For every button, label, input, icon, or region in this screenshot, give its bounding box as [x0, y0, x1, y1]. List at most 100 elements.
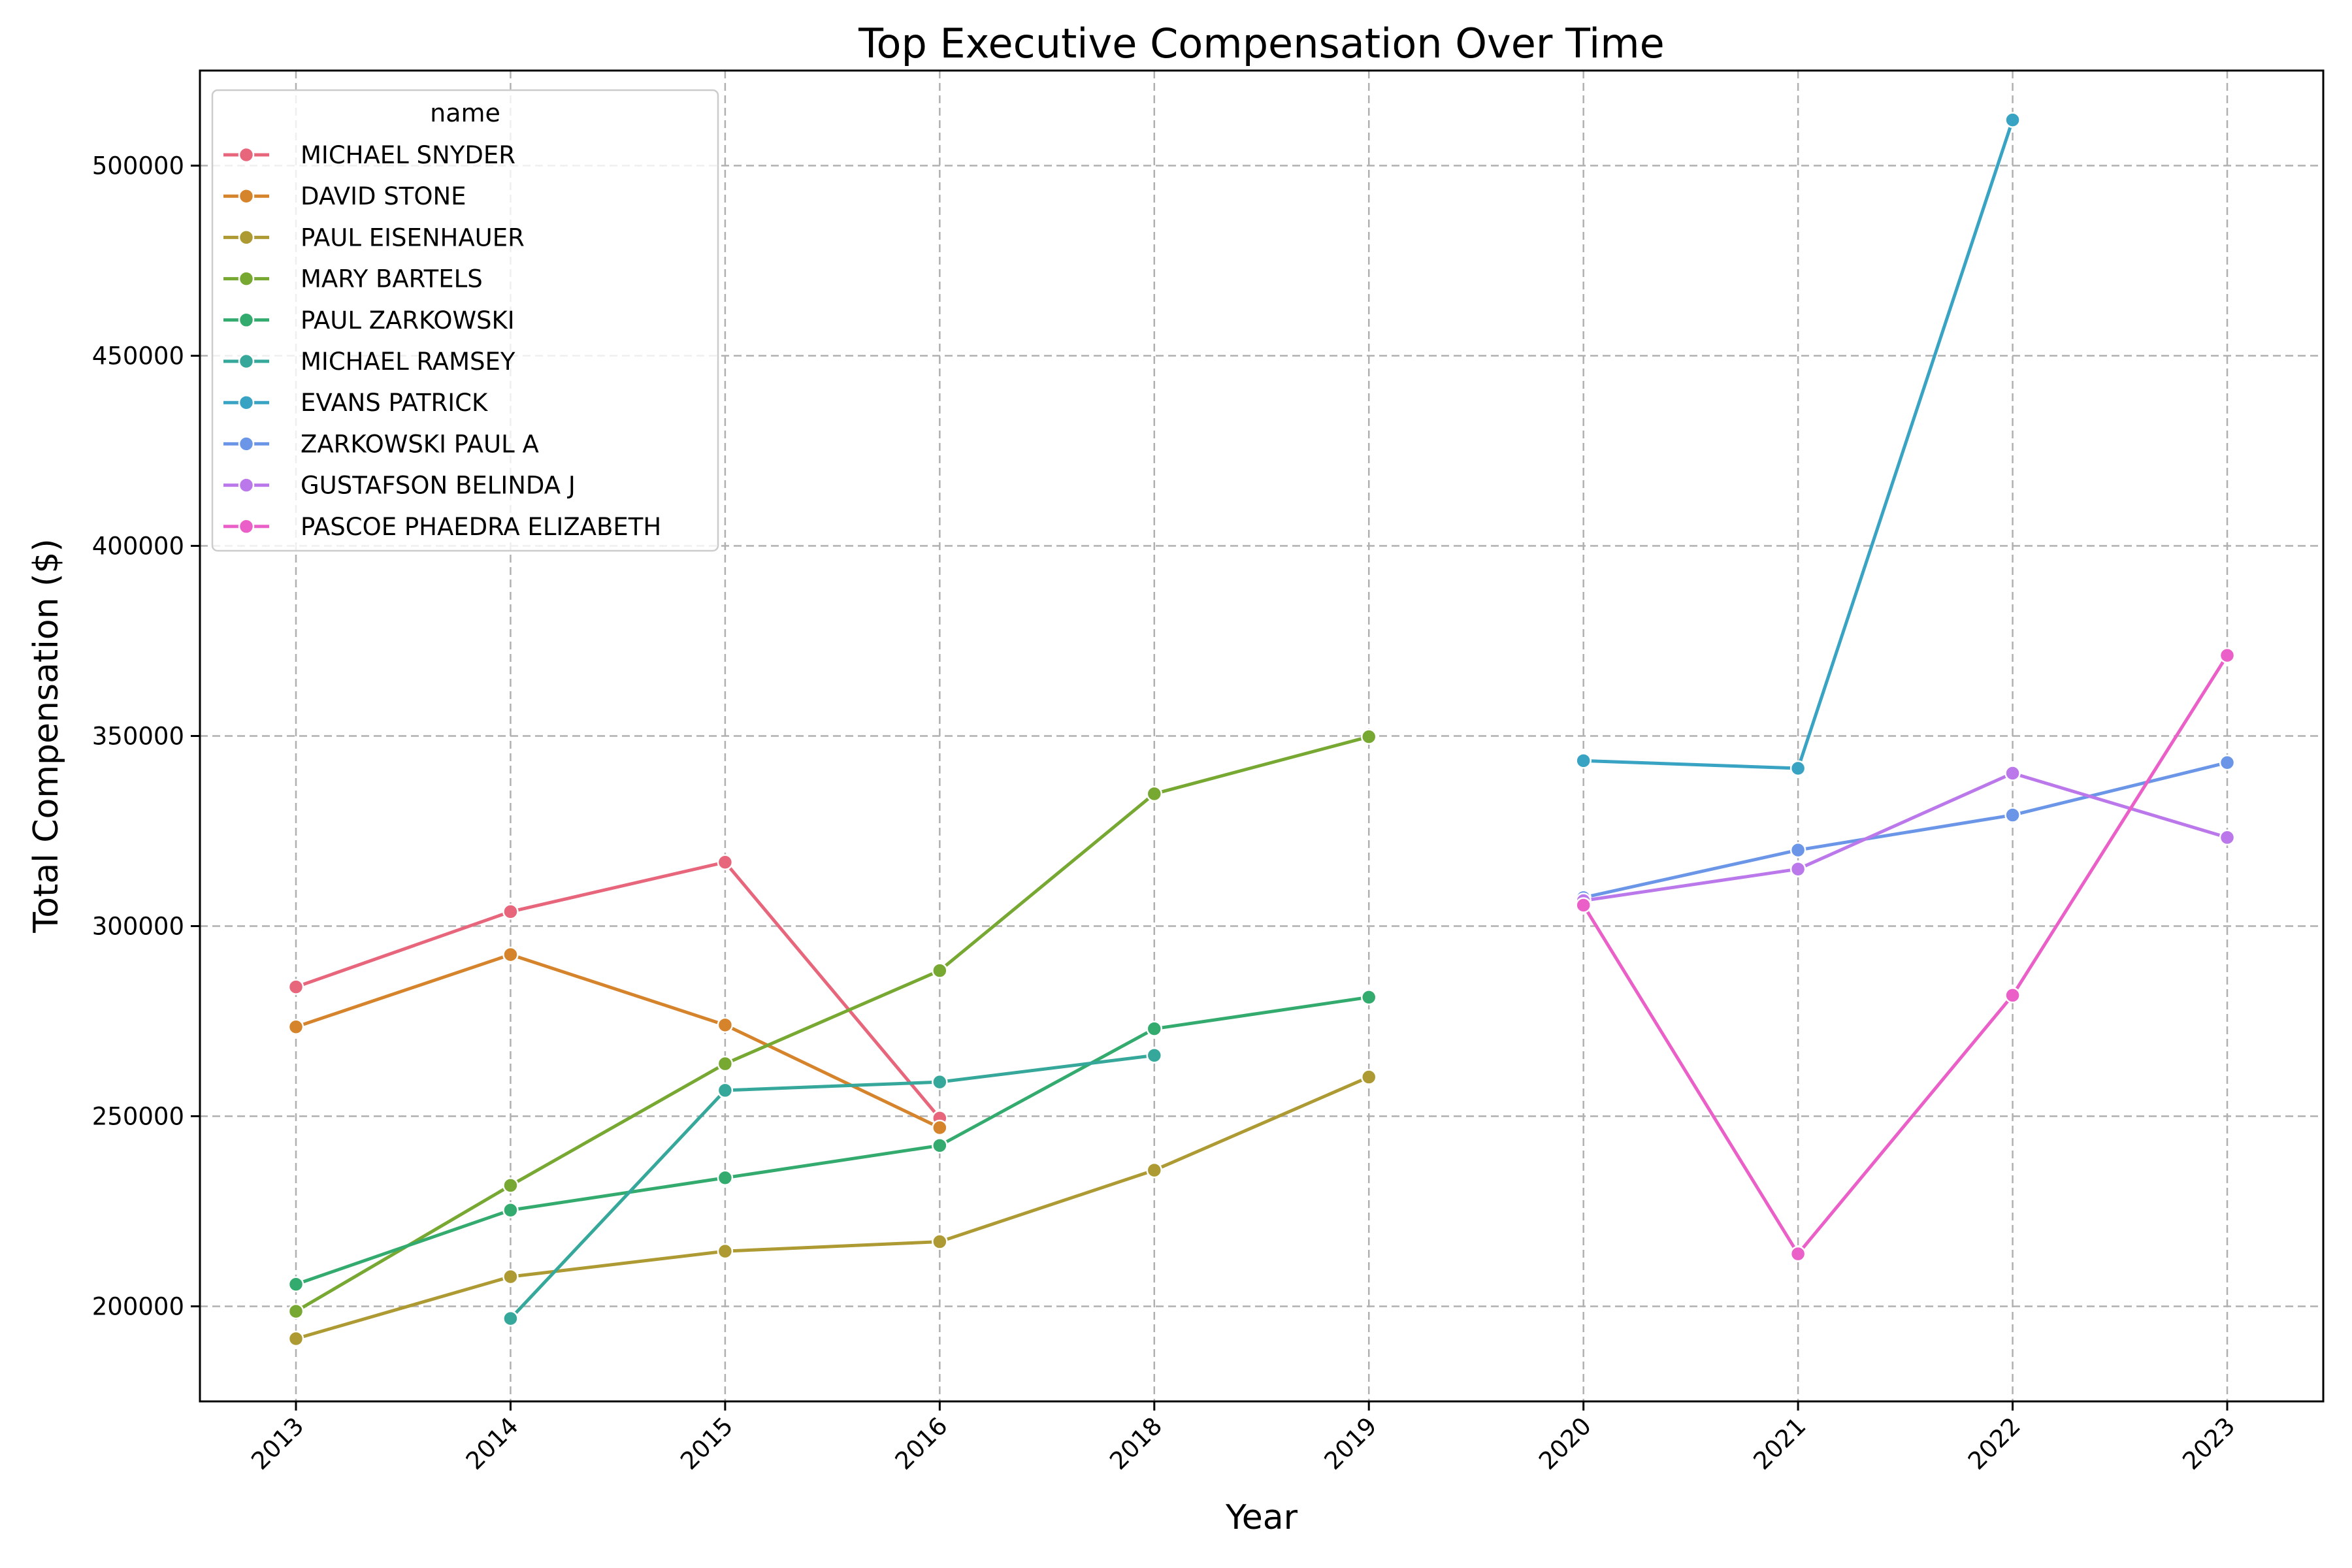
data-point [717, 854, 734, 870]
data-point [502, 1202, 519, 1218]
legend-swatch-marker [238, 436, 255, 452]
legend-swatch-marker [238, 188, 255, 204]
legend-swatch-marker [238, 312, 255, 329]
series-line [294, 735, 1371, 1313]
data-point [2219, 647, 2236, 664]
data-point [502, 946, 519, 963]
series-david-stone [287, 946, 948, 1136]
data-point [1146, 1021, 1163, 1037]
data-point [717, 1169, 734, 1186]
series-evans-patrick [1575, 112, 2021, 777]
data-point [287, 979, 304, 995]
legend-item: PAUL EISENHAUER [223, 223, 525, 252]
series-mary-bartels [287, 728, 1377, 1320]
legend-swatch-marker [238, 477, 255, 493]
data-point [932, 1137, 948, 1154]
data-point [1146, 1162, 1163, 1179]
legend-label: PAUL EISENHAUER [301, 223, 525, 252]
y-tick-label: 300000 [92, 913, 184, 941]
legend-label: PASCOE PHAEDRA ELIZABETH [301, 513, 661, 541]
data-point [287, 1303, 304, 1320]
legend-swatch-marker [238, 229, 255, 246]
data-point [1789, 841, 1806, 858]
series-line [1582, 772, 2229, 903]
legend-label: ZARKOWSKI PAUL A [301, 430, 539, 458]
data-point [502, 904, 519, 920]
data-point [287, 1330, 304, 1347]
data-point [932, 1233, 948, 1250]
series-line [294, 995, 1371, 1286]
data-point [1789, 860, 1806, 877]
y-tick-label: 400000 [92, 532, 184, 561]
data-point [287, 1019, 304, 1035]
data-point [2004, 765, 2021, 781]
legend-label: MICHAEL RAMSEY [301, 348, 515, 376]
legend-label: PAUL ZARKOWSKI [301, 306, 515, 335]
legend-item: MICHAEL RAMSEY [223, 348, 515, 376]
y-axis-ticks: 200000 250000 300000 350000 400000 450000 5000… [92, 152, 200, 1321]
series-line [1582, 653, 2229, 1256]
legend-item: EVANS PATRICK [223, 389, 489, 417]
legend: name MICHAEL SNYDER DAVID STONE PAUL EISEN… [211, 89, 719, 552]
series-line [294, 953, 941, 1130]
data-point [502, 1268, 519, 1285]
legend-item: GUSTAFSON BELINDA J [223, 472, 576, 500]
legend-item: PASCOE PHAEDRA ELIZABETH [223, 513, 661, 541]
series-michael-snyder [287, 854, 948, 1126]
series-paul-zarkowski [287, 989, 1377, 1292]
legend-swatch-marker [238, 353, 255, 370]
data-point [932, 1119, 948, 1136]
data-point [1789, 1245, 1806, 1262]
x-axis-label: Year [1225, 1498, 1298, 1537]
series-line [294, 860, 941, 1120]
data-point [1789, 760, 1806, 777]
legend-label: DAVID STONE [301, 182, 466, 210]
legend-label: MARY BARTELS [301, 265, 483, 293]
series-line [1582, 760, 2229, 900]
series-line [294, 1075, 1371, 1341]
series-zarkowski-paul-a [1575, 754, 2236, 906]
series-pascoe-phaedra-elizabeth [1575, 647, 2236, 1262]
legend-label: EVANS PATRICK [301, 389, 489, 417]
y-tick-label: 250000 [92, 1103, 184, 1131]
data-point [1360, 728, 1377, 745]
data-point [502, 1310, 519, 1327]
y-tick-label: 500000 [92, 152, 184, 180]
y-axis-label: Total Compensation ($) [27, 538, 66, 933]
data-point [1360, 989, 1377, 1005]
legend-title: name [430, 99, 500, 127]
legend-item: DAVID STONE [223, 182, 466, 210]
data-point [2004, 987, 2021, 1004]
data-point [717, 1243, 734, 1260]
series-michael-ramsey [502, 1047, 1163, 1327]
legend-item: MICHAEL SNYDER [223, 141, 515, 169]
legend-box [211, 89, 719, 552]
data-point [1575, 897, 1592, 913]
data-point [717, 1017, 734, 1034]
data-point [2219, 829, 2236, 846]
data-point [1575, 753, 1592, 769]
y-tick-label: 200000 [92, 1293, 184, 1321]
legend-swatch-marker [238, 518, 255, 535]
legend-label: MICHAEL SNYDER [301, 141, 515, 169]
legend-swatch-marker [238, 394, 255, 411]
chart-title: Top Executive Compensation Over Time [858, 20, 1665, 67]
data-point [2219, 754, 2236, 771]
data-point [287, 1276, 304, 1292]
legend-item: ZARKOWSKI PAUL A [223, 430, 539, 458]
data-point [717, 1082, 734, 1099]
data-point [2004, 112, 2021, 128]
data-point [717, 1055, 734, 1072]
series-lines [287, 112, 2236, 1347]
data-point [2004, 807, 2021, 823]
y-tick-label: 350000 [92, 723, 184, 751]
data-point [932, 1073, 948, 1090]
legend-swatch-marker [238, 146, 255, 163]
data-point [1146, 785, 1163, 802]
data-point [1146, 1047, 1163, 1064]
data-point [932, 962, 948, 979]
legend-swatch-marker [238, 270, 255, 287]
data-point [1360, 1069, 1377, 1085]
legend-item: MARY BARTELS [223, 265, 483, 293]
